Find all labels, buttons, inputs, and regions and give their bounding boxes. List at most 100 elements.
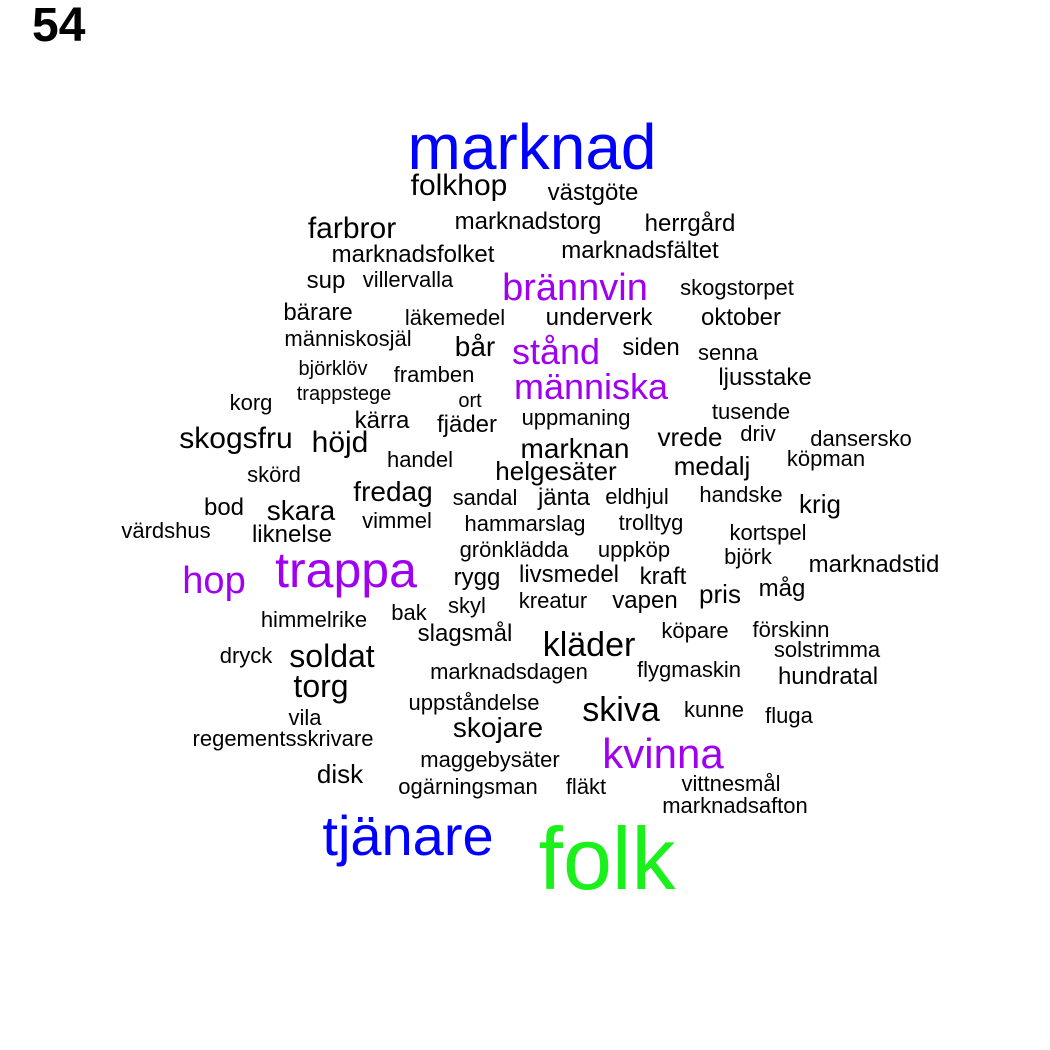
cloud-word-marknadsfolket: marknadsfolket — [331, 241, 495, 268]
cloud-word-skord: skörd — [247, 462, 301, 487]
cloud-word-stand: stånd — [511, 331, 601, 372]
cloud-word-handske: handske — [699, 482, 783, 507]
cloud-word-karra: kärra — [354, 407, 410, 434]
cloud-word-torg: torg — [293, 668, 349, 704]
cloud-word-maggebysater: maggebysäter — [420, 747, 560, 772]
cloud-word-bod: bod — [203, 494, 245, 521]
cloud-word-flygmaskin: flygmaskin — [637, 657, 741, 682]
cloud-word-bjork: björk — [724, 544, 772, 569]
cloud-word-kvinna: kvinna — [602, 730, 724, 777]
cloud-word-brannvin: brännvin — [502, 267, 648, 309]
cloud-word-himmelrike: himmelrike — [260, 607, 368, 632]
cloud-word-helgesater: helgesäter — [495, 456, 617, 486]
cloud-word-siden: siden — [622, 334, 680, 361]
cloud-word-folkhop: folkhop — [410, 169, 508, 202]
cloud-word-kreatur: kreatur — [518, 588, 588, 613]
cloud-word-marknadstorg: marknadstorg — [454, 208, 602, 235]
cloud-word-marknadstid: marknadstid — [808, 551, 940, 578]
cloud-word-korg: korg — [229, 390, 273, 415]
cloud-word-hop: hop — [182, 560, 246, 602]
cloud-word-bar: bår — [454, 331, 496, 362]
cloud-word-rygg: rygg — [453, 564, 501, 591]
cloud-word-regementsskrivare: regementsskrivare — [192, 726, 374, 751]
cloud-word-handel: handel — [386, 447, 454, 472]
cloud-word-krig: krig — [799, 489, 841, 519]
panel-number: 54 — [32, 0, 86, 52]
cloud-word-kraft: kraft — [639, 563, 687, 590]
cloud-word-villervalla: villervalla — [362, 267, 454, 292]
cloud-word-marknadsdagen: marknadsdagen — [430, 659, 588, 684]
cloud-word-skogsfru: skogsfru — [179, 422, 293, 455]
cloud-word-fjader: fjäder — [436, 411, 498, 438]
cloud-word-trappstege: trappstege — [296, 383, 392, 405]
cloud-word-pris: pris — [699, 579, 741, 609]
cloud-word-tjanare: tjänare — [322, 804, 494, 867]
cloud-word-slagsmal: slagsmål — [417, 620, 513, 647]
cloud-word-hojd: höjd — [311, 426, 369, 459]
cloud-word-folk: folk — [538, 809, 676, 908]
cloud-word-skogstorpet: skogstorpet — [680, 275, 794, 300]
cloud-word-manniskosjal: människosjäl — [284, 326, 412, 351]
cloud-word-mag: måg — [758, 575, 806, 602]
cloud-word-tusende: tusende — [711, 399, 791, 424]
cloud-word-sandal: sandal — [452, 485, 518, 510]
cloud-word-vrede: vrede — [657, 422, 723, 452]
cloud-word-vila: vila — [288, 705, 322, 730]
cloud-word-skyl: skyl — [448, 593, 486, 618]
cloud-word-lakemedel: läkemedel — [404, 305, 506, 330]
cloud-word-disk: disk — [316, 759, 364, 789]
cloud-word-manniska: människa — [513, 366, 669, 407]
cloud-word-ogarningsman: ogärningsman — [398, 774, 538, 799]
cloud-word-kopman: köpman — [786, 446, 866, 471]
cloud-word-vittnesmal: vittnesmål — [681, 771, 781, 796]
cloud-word-bak: bak — [391, 600, 427, 625]
cloud-word-framben: framben — [393, 362, 475, 387]
cloud-word-fluga: fluga — [765, 703, 813, 728]
cloud-word-skara: skara — [266, 495, 336, 526]
cloud-word-skiva: skiva — [582, 691, 660, 729]
cloud-word-kunne: kunne — [684, 697, 744, 722]
cloud-word-ort: ort — [458, 390, 482, 412]
cloud-word-marknan: marknan — [520, 433, 630, 464]
cloud-word-flakt: fläkt — [565, 774, 607, 799]
cloud-word-vastgote: västgöte — [547, 179, 639, 206]
cloud-word-janta: jänta — [537, 484, 591, 511]
cloud-word-klader: kläder — [542, 626, 636, 664]
cloud-word-bjorklov: björklöv — [298, 358, 368, 380]
cloud-word-fredag: fredag — [353, 476, 433, 507]
cloud-word-medalj: medalj — [673, 451, 751, 481]
cloud-word-dansersko: dansersko — [810, 426, 912, 451]
cloud-word-uppstandelse: uppståndelse — [408, 690, 540, 715]
cloud-word-soldat: soldat — [289, 638, 375, 674]
cloud-word-herrgard: herrgård — [644, 210, 736, 237]
cloud-word-hundratal: hundratal — [777, 663, 879, 690]
cloud-word-trappa: trappa — [275, 542, 417, 598]
cloud-word-barare: bärare — [283, 299, 353, 326]
cloud-word-dryck: dryck — [219, 643, 273, 668]
cloud-word-gronkladda: grönklädda — [459, 537, 569, 562]
cloud-word-farbror: farbror — [307, 212, 397, 245]
cloud-word-hammarslag: hammarslag — [464, 511, 586, 536]
cloud-word-driv: driv — [740, 421, 776, 446]
cloud-word-vapen: vapen — [612, 587, 678, 614]
cloud-word-vardshus: värdshus — [121, 518, 211, 543]
cloud-word-trolltyg: trolltyg — [618, 510, 684, 535]
cloud-word-marknad: marknad — [407, 111, 657, 183]
cloud-word-ljusstake: ljusstake — [718, 364, 812, 391]
cloud-word-marknadsfaltet: marknadsfältet — [561, 237, 719, 264]
cloud-word-skojare: skojare — [452, 712, 544, 743]
cloud-word-oktober: oktober — [700, 304, 782, 331]
cloud-word-marknadsafton: marknadsafton — [662, 793, 808, 818]
cloud-word-forskinn: förskinn — [752, 617, 830, 642]
cloud-word-vimmel: vimmel — [362, 508, 432, 533]
cloud-word-livsmedel: livsmedel — [518, 561, 620, 588]
cloud-word-senna: senna — [698, 340, 758, 365]
cloud-word-liknelse: liknelse — [251, 521, 333, 548]
cloud-word-kopare: köpare — [661, 618, 729, 643]
cloud-word-uppkop: uppköp — [597, 537, 671, 562]
cloud-word-eldhjul: eldhjul — [605, 484, 669, 509]
cloud-word-solstrimma: solstrimma — [773, 637, 881, 662]
cloud-word-underverk: underverk — [545, 304, 653, 331]
cloud-word-uppmaning: uppmaning — [521, 405, 631, 430]
